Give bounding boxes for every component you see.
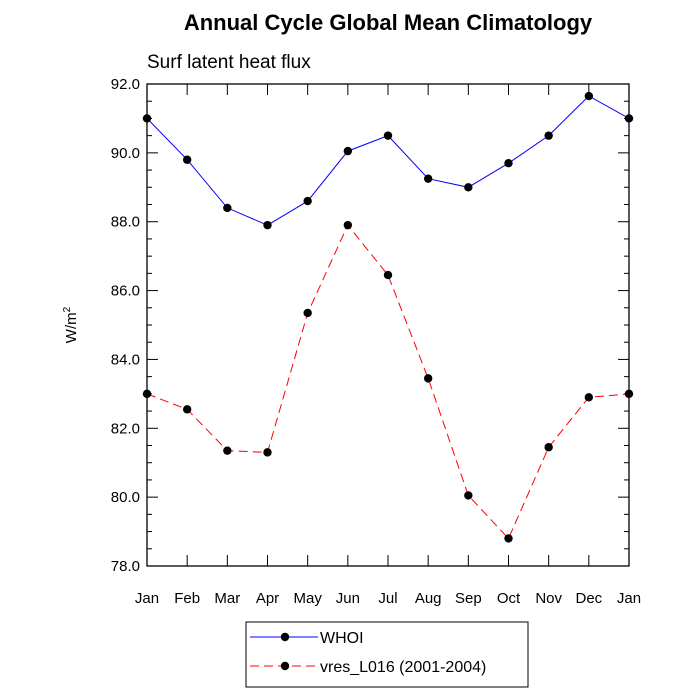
x-tick-label: Jun <box>336 590 360 607</box>
series-line-0 <box>146 95 630 226</box>
y-tick-label: 88.0 <box>111 214 140 231</box>
x-tick-label: Jan <box>135 590 159 607</box>
x-tick-label: Nov <box>535 590 562 607</box>
y-tick-label: 80.0 <box>111 489 140 506</box>
data-point-series-0 <box>423 174 433 183</box>
x-tick-label: Oct <box>497 590 521 607</box>
data-point-series-0 <box>464 183 473 192</box>
data-point-series-0 <box>383 131 393 140</box>
data-point-series-1 <box>343 220 353 230</box>
chart-subtitle: Surf latent heat flux <box>147 52 311 73</box>
x-tick-label: May <box>293 590 322 607</box>
data-point-series-1 <box>182 405 192 414</box>
y-tick-label: 92.0 <box>111 76 140 93</box>
data-point-series-0 <box>343 146 353 156</box>
data-point-series-0 <box>223 203 232 213</box>
data-point-series-0 <box>182 155 192 164</box>
y-axis-label-exponent: 2 <box>62 306 73 312</box>
legend-marker-1 <box>280 661 290 671</box>
y-tick-label: 84.0 <box>111 351 140 368</box>
data-point-series-1 <box>303 308 312 318</box>
legend-box <box>245 621 529 688</box>
data-point-series-1 <box>544 443 553 452</box>
y-tick-label: 90.0 <box>111 145 140 162</box>
plot-axes: Jan Feb Mar Apr May Jun Jul Aug Sep Oct Nov Dec Jan 7… <box>111 76 641 607</box>
y-tick-label: 82.0 <box>111 420 140 437</box>
data-point-series-1 <box>584 393 594 402</box>
data-point-series-0 <box>584 91 594 101</box>
y-axis-label-unit: W/m <box>63 312 80 343</box>
x-tick-label: Feb <box>174 590 200 607</box>
x-tick-label: Sep <box>455 590 482 607</box>
data-point-series-0 <box>504 158 513 168</box>
data-point-series-1 <box>504 534 513 543</box>
x-tick-label: Jul <box>378 590 397 607</box>
x-tick-label: Apr <box>256 590 279 607</box>
legend-marker-0 <box>280 632 290 642</box>
data-point-series-0 <box>142 114 152 123</box>
data-point-series-1 <box>464 491 473 500</box>
y-tick-label: 78.0 <box>111 558 140 575</box>
data-point-series-0 <box>263 220 272 230</box>
data-point-series-1 <box>423 374 433 383</box>
legend-label-0: WHOI <box>320 630 364 647</box>
data-point-series-1 <box>142 389 152 399</box>
plot-frame <box>146 83 630 567</box>
data-point-series-0 <box>303 196 312 206</box>
x-tick-label: Aug <box>415 590 442 607</box>
legend-label-1: vres_L016 (2001-2004) <box>320 659 486 676</box>
data-point-series-0 <box>624 114 634 123</box>
x-tick-label: Mar <box>214 590 240 607</box>
data-point-series-1 <box>263 448 272 457</box>
data-point-series-0 <box>544 131 553 140</box>
x-tick-label: Dec <box>575 590 602 607</box>
data-point-series-1 <box>624 389 634 399</box>
series-layer <box>142 91 634 543</box>
y-tick-label: 86.0 <box>111 283 140 300</box>
x-tick-label: Jan <box>617 590 641 607</box>
y-axis-label: W/m2 <box>62 306 80 343</box>
data-point-series-1 <box>383 270 393 280</box>
data-point-series-1 <box>223 446 232 455</box>
legend: WHOI vres_L016 (2001-2004) <box>245 621 529 688</box>
chart-title: Annual Cycle Global Mean Climatology <box>184 10 593 35</box>
